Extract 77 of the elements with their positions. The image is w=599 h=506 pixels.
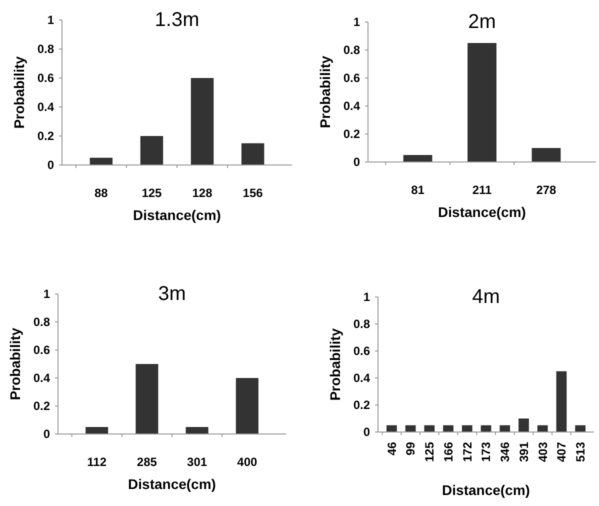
y-axis-title: Probability (317, 56, 333, 128)
x-tick-label: 346 (498, 442, 512, 462)
x-tick-label: 81 (411, 183, 425, 197)
bar (190, 78, 214, 165)
x-tick-label: 400 (237, 455, 258, 469)
y-tick-label: 1 (363, 290, 370, 304)
bar (241, 143, 264, 165)
x-axis-title: Distance(cm) (133, 207, 221, 223)
y-axis-title: Probability (327, 328, 343, 401)
bar (424, 425, 435, 432)
y-tick-label: 0.6 (353, 344, 370, 358)
y-tick-label: 0.8 (343, 43, 360, 58)
bar (537, 425, 548, 432)
chart-title: 2m (468, 11, 496, 33)
x-tick-label: 513 (574, 442, 588, 462)
y-tick-label: 0.2 (343, 127, 360, 142)
y-tick-label: 0 (43, 427, 50, 442)
x-axis-title: Distance(cm) (438, 204, 526, 220)
y-tick-label: 0.6 (37, 71, 54, 86)
x-tick-label: 278 (536, 183, 557, 197)
bar (386, 425, 397, 432)
x-tick-label: 46 (384, 442, 399, 456)
y-tick-label: 0.4 (37, 100, 54, 114)
y-tick-label: 0.4 (343, 99, 360, 114)
y-tick-label: 0.8 (33, 315, 50, 330)
x-tick-label: 391 (516, 442, 531, 462)
x-tick-label: 125 (422, 442, 437, 462)
bar (518, 418, 529, 432)
x-tick-label: 166 (441, 442, 456, 462)
y-tick-label: 0.6 (33, 343, 50, 358)
y-tick-label: 0.2 (33, 399, 50, 414)
bar (532, 148, 561, 162)
x-tick-label: 407 (554, 442, 569, 462)
y-axis-title: Probability (7, 328, 23, 400)
y-tick-label: 0.4 (33, 371, 50, 386)
y-tick-label: 0.8 (37, 42, 54, 56)
x-tick-label: 211 (472, 183, 492, 197)
x-tick-label: 128 (192, 186, 213, 200)
x-tick-label: 403 (536, 442, 550, 462)
x-axis-title: Distance(cm) (442, 482, 530, 498)
y-tick-label: 0.2 (353, 398, 370, 412)
bar (500, 425, 510, 432)
y-tick-label: 0 (363, 425, 370, 440)
bar (462, 425, 472, 432)
x-tick-label: 112 (87, 455, 107, 469)
x-tick-label: 156 (242, 186, 264, 200)
y-tick-label: 0.8 (353, 317, 370, 332)
y-tick-label: 1 (43, 287, 50, 302)
y-tick-label: 0.2 (37, 129, 54, 144)
bar (186, 427, 208, 434)
bar (575, 425, 586, 432)
y-axis-title: Probability (11, 56, 27, 129)
bar (443, 425, 454, 432)
x-tick-label: 88 (94, 186, 108, 200)
y-tick-label: 0 (353, 155, 360, 170)
x-axis-title: Distance(cm) (128, 476, 216, 492)
bar (403, 155, 432, 162)
bar (86, 427, 108, 434)
x-tick-label: 125 (142, 186, 162, 200)
y-tick-label: 0 (47, 158, 54, 172)
y-tick-label: 1 (353, 15, 360, 30)
bar (136, 364, 158, 434)
chart-title: 4m (472, 286, 500, 308)
x-tick-label: 99 (404, 442, 418, 456)
chart-title: 1.3m (154, 9, 200, 31)
bar (236, 378, 258, 434)
bar (556, 371, 567, 432)
bar (140, 136, 164, 165)
x-tick-label: 285 (136, 455, 158, 469)
bar (468, 43, 496, 162)
y-tick-label: 0.4 (353, 371, 370, 386)
chart-title: 3m (158, 283, 186, 305)
y-tick-label: 0.6 (343, 71, 360, 86)
x-tick-label: 301 (187, 455, 208, 469)
y-tick-label: 1 (47, 13, 54, 28)
x-tick-label: 173 (479, 442, 494, 462)
x-tick-label: 172 (460, 442, 474, 462)
